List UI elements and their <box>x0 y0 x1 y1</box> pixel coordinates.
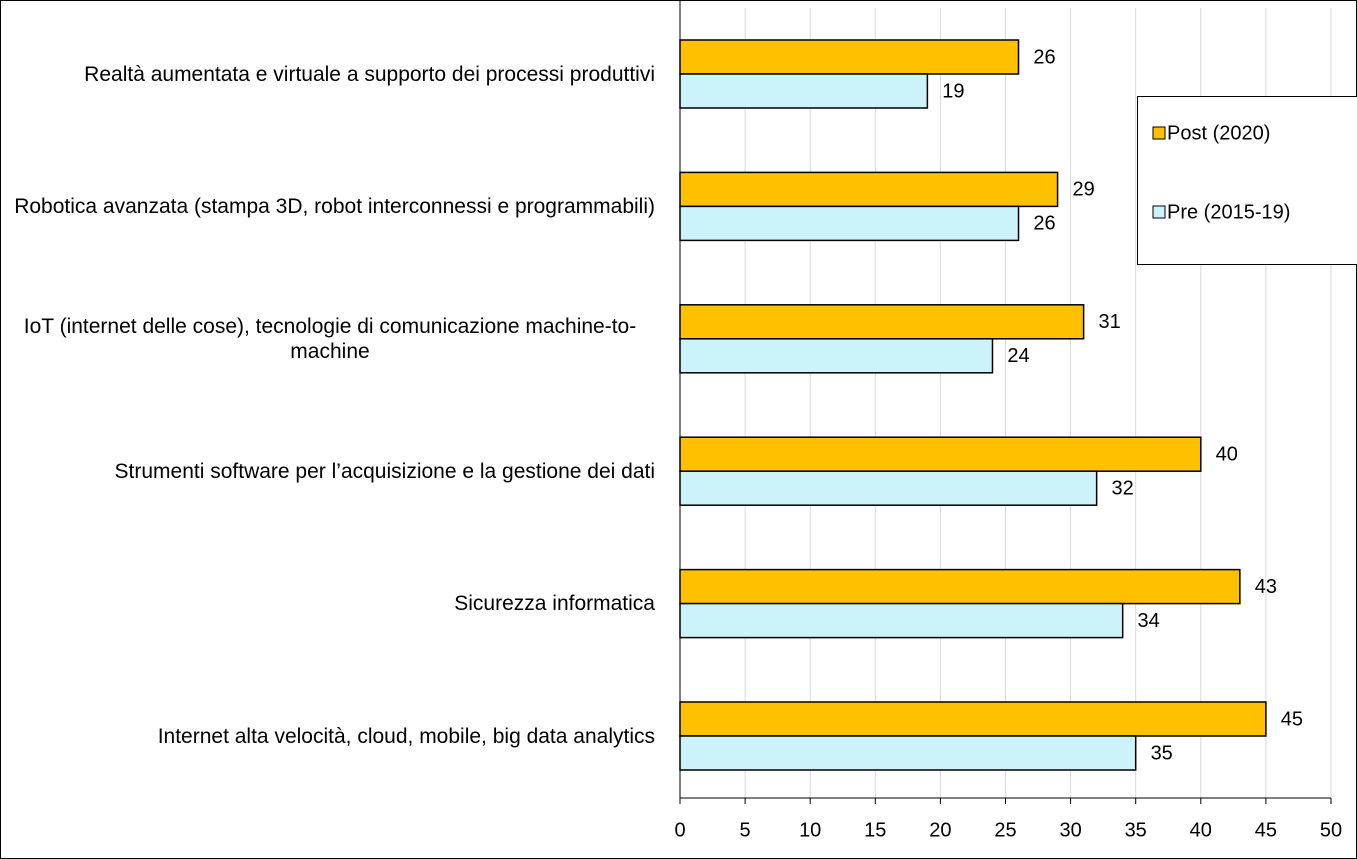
y-tick-text: Robotica avanzata (stampa 3D, robot inte… <box>14 194 655 218</box>
bar <box>679 205 1020 242</box>
y-tick-text: Strumenti software per l’acquisizione e … <box>114 459 655 483</box>
bar <box>679 436 1202 472</box>
x-tick-label: 45 <box>1255 819 1277 841</box>
value-label: 26 <box>1033 213 1055 235</box>
legend-box <box>1137 96 1357 265</box>
y-tick-label: Robotica avanzata (stampa 3D, robot inte… <box>0 194 655 219</box>
x-tick-label: 40 <box>1190 819 1212 841</box>
value-label: 31 <box>1098 311 1120 333</box>
value-label: 40 <box>1216 443 1238 465</box>
y-tick-label: Realtà aumentata e virtuale a supporto d… <box>0 62 655 87</box>
value-label: 29 <box>1072 179 1094 201</box>
bar <box>679 470 1098 506</box>
y-tick-text: IoT (internet delle cose), tecnologie di… <box>23 314 637 363</box>
legend-label: Post (2020) <box>1167 122 1270 144</box>
bar <box>679 735 1137 771</box>
y-tick-label: Internet alta velocità, cloud, mobile, b… <box>0 724 655 749</box>
bar <box>679 39 1020 75</box>
x-tick-label: 0 <box>674 819 685 841</box>
x-tick-label: 25 <box>994 819 1016 841</box>
bar <box>679 338 994 374</box>
y-tick-label: Strumenti software per l’acquisizione e … <box>0 459 655 484</box>
x-tick-label: 50 <box>1320 819 1342 841</box>
value-label: 35 <box>1151 742 1173 764</box>
value-label: 43 <box>1255 576 1277 598</box>
y-tick-text: Sicurezza informatica <box>454 592 655 616</box>
bar <box>679 171 1059 208</box>
value-label: 26 <box>1033 46 1055 68</box>
legend-swatch <box>1152 205 1166 219</box>
x-tick-label: 15 <box>864 819 886 841</box>
value-label: 24 <box>1007 345 1029 367</box>
bar <box>679 701 1267 737</box>
bar <box>679 304 1085 340</box>
value-label: 32 <box>1112 477 1134 499</box>
x-tick-label: 30 <box>1059 819 1081 841</box>
x-tick-label: 35 <box>1125 819 1147 841</box>
y-tick-text: Realtà aumentata e virtuale a supporto d… <box>84 62 655 86</box>
x-tick-label: 20 <box>929 819 951 841</box>
bar <box>679 602 1124 639</box>
x-tick-label: 5 <box>740 819 751 841</box>
value-label: 19 <box>942 80 964 102</box>
legend-swatch <box>1152 126 1166 140</box>
legend-label: Pre (2015-19) <box>1167 201 1290 223</box>
value-label: 34 <box>1138 610 1160 632</box>
bar <box>679 568 1241 605</box>
x-tick-label: 10 <box>799 819 821 841</box>
y-tick-label: IoT (internet delle cose), tecnologie di… <box>0 314 655 364</box>
y-tick-label: Sicurezza informatica <box>0 591 655 616</box>
value-label: 45 <box>1281 708 1303 730</box>
bar <box>679 73 929 109</box>
y-tick-text: Internet alta velocità, cloud, mobile, b… <box>157 724 655 748</box>
